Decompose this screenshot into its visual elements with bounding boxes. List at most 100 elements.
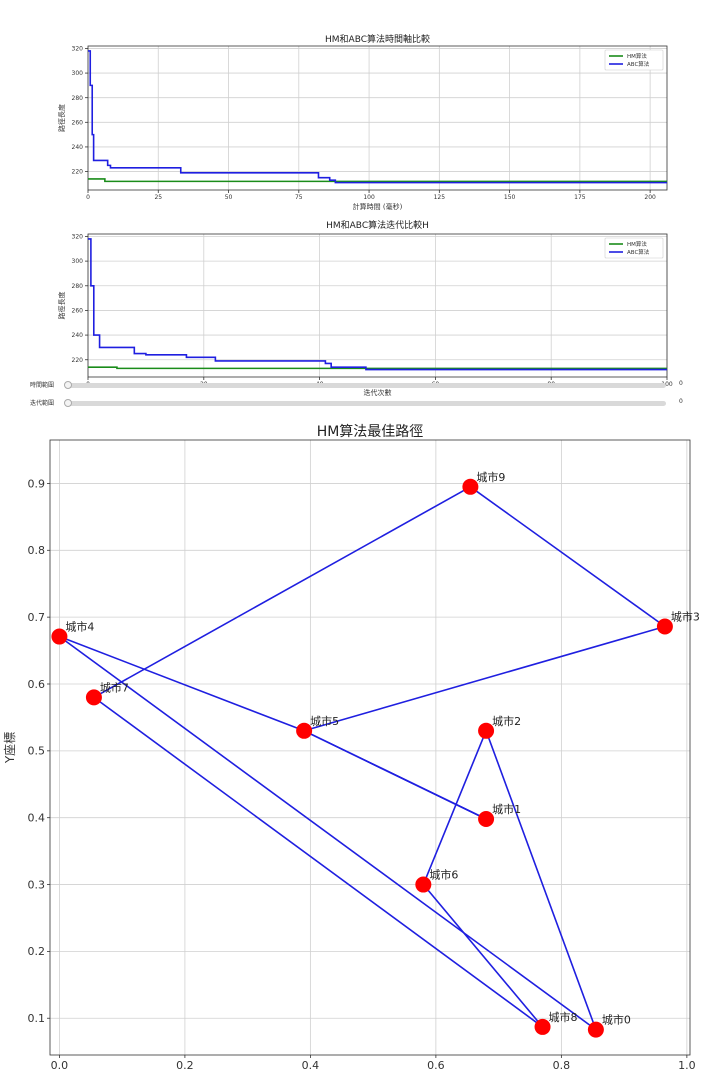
chart1-x-tick-label: 100	[363, 194, 375, 201]
city-point	[478, 722, 495, 739]
chart3-y-tick-label: 0.7	[28, 611, 46, 624]
city-label: 城市5	[310, 714, 339, 728]
iteration-range-slider-handle[interactable]	[64, 399, 72, 407]
chart1-x-tick-label: 75	[295, 194, 303, 201]
chart1-y-tick-label: 240	[72, 144, 84, 151]
chart1-x-axis-label: 計算時間 (毫秒)	[353, 202, 403, 211]
chart2-y-tick-label: 280	[72, 283, 84, 290]
city-point	[656, 618, 673, 635]
city-point	[85, 689, 102, 706]
city-point	[587, 1021, 604, 1038]
chart1-legend-box	[604, 49, 664, 71]
time-range-value: 0	[679, 380, 683, 387]
city-point	[478, 811, 495, 828]
chart2-x-axis-label: 迭代次數	[364, 388, 392, 397]
chart3-y-tick-label: 0.9	[28, 477, 46, 490]
chart1-x-tick-label: 125	[434, 194, 446, 201]
chart2-y-tick-label: 320	[72, 234, 84, 241]
time-range-slider[interactable]	[66, 383, 666, 388]
route-segment	[485, 730, 597, 1030]
route-segment	[93, 696, 544, 1028]
chart3-y-tick-label: 0.6	[28, 678, 46, 691]
route-segment	[93, 486, 471, 699]
city-label: 城市7	[100, 680, 129, 694]
chart2-title: HM和ABC算法迭代比較H	[326, 219, 429, 231]
route-segment	[59, 635, 305, 732]
route-segment	[422, 884, 544, 1028]
chart3-x-tick-label: 0.2	[176, 1059, 194, 1072]
city-label: 城市8	[549, 1010, 578, 1024]
chart3-y-tick-label: 0.3	[28, 878, 46, 891]
chart2-y-tick-label: 220	[72, 357, 84, 364]
chart3-axes-frame	[49, 439, 691, 1056]
route-segment	[422, 730, 487, 885]
chart1-legend-entry: HM算法	[627, 52, 647, 60]
chart3-x-tick-label: 1.0	[678, 1059, 696, 1072]
chart1-x-tick-label: 150	[504, 194, 516, 201]
city-point	[51, 628, 68, 645]
chart1-x-tick-label: 50	[225, 194, 233, 201]
chart2-y-tick-label: 240	[72, 332, 84, 339]
chart1-axes-frame	[87, 45, 668, 191]
city-point	[415, 876, 432, 893]
chart3-plot-area	[50, 440, 690, 1055]
chart1-x-tick-label: 25	[154, 194, 162, 201]
chart2-legend-entry: HM算法	[627, 240, 647, 248]
city-label: 城市4	[65, 620, 94, 634]
iteration-range-slider[interactable]	[66, 401, 666, 406]
chart3-x-tick-label: 0.4	[302, 1059, 320, 1072]
chart1-series-line-abc	[88, 50, 667, 184]
route-segment	[469, 486, 666, 628]
chart1-y-tick-label: 260	[72, 119, 84, 126]
chart3-y-tick-label: 0.8	[28, 544, 46, 557]
city-label: 城市0	[602, 1013, 631, 1027]
chart3-x-tick-label: 0.6	[427, 1059, 445, 1072]
chart1-plot-area	[88, 46, 667, 190]
city-label: 城市9	[476, 470, 505, 484]
chart1-y-tick-label: 280	[72, 95, 84, 102]
iteration-range-label: 迭代範圍	[30, 400, 55, 407]
city-point	[534, 1018, 551, 1035]
chart3-y-tick-label: 0.5	[28, 745, 46, 758]
chart1-y-axis-label: 路徑長度	[57, 104, 66, 132]
chart1-x-tick-label: 175	[574, 194, 586, 201]
chart1-legend-entry: ABC算法	[627, 60, 650, 68]
chart1-y-tick-label: 300	[72, 70, 84, 77]
chart1-y-tick-label: 220	[72, 169, 84, 176]
city-point	[462, 478, 479, 495]
city-label: 城市3	[671, 610, 700, 624]
chart3-x-tick-label: 0.8	[553, 1059, 571, 1072]
iteration-range-slider-row: 迭代範圍 0	[0, 398, 720, 410]
city-label: 城市1	[492, 802, 521, 816]
time-range-label: 時間範圍	[30, 382, 55, 389]
chart2-y-axis-label: 路徑長度	[57, 292, 66, 320]
chart2-plot-area	[88, 234, 667, 377]
chart3-y-axis-label: Y座標	[2, 732, 17, 764]
route-segment	[303, 625, 666, 732]
time-range-slider-row: 時間範圍 0	[0, 380, 720, 392]
chart2-legend-box	[604, 237, 664, 259]
city-label: 城市2	[492, 714, 521, 728]
chart1-x-tick-label: 0	[86, 194, 90, 201]
chart2-y-tick-label: 260	[72, 308, 84, 315]
iteration-range-value: 0	[679, 398, 683, 405]
route-segment	[303, 730, 487, 820]
route-segment	[58, 635, 597, 1031]
chart1-series-line-hm	[88, 178, 667, 183]
city-label: 城市6	[429, 868, 458, 882]
chart3-y-tick-label: 0.2	[28, 945, 46, 958]
city-point	[296, 722, 313, 739]
chart1-x-tick-label: 200	[644, 194, 656, 201]
chart3-y-tick-label: 0.1	[28, 1012, 46, 1025]
chart3-title: HM算法最佳路徑	[317, 424, 424, 440]
chart2-legend-entry: ABC算法	[627, 248, 650, 256]
chart2-axes-frame	[87, 233, 668, 378]
chart3-x-tick-label: 0.0	[51, 1059, 69, 1072]
chart3-y-tick-label: 0.4	[28, 812, 46, 825]
chart1-title: HM和ABC算法時間軸比較	[325, 33, 430, 45]
time-range-slider-handle[interactable]	[64, 381, 72, 389]
chart1-y-tick-label: 320	[72, 46, 84, 53]
chart2-series-line-hm	[88, 366, 667, 370]
chart2-series-line-abc	[88, 238, 667, 371]
